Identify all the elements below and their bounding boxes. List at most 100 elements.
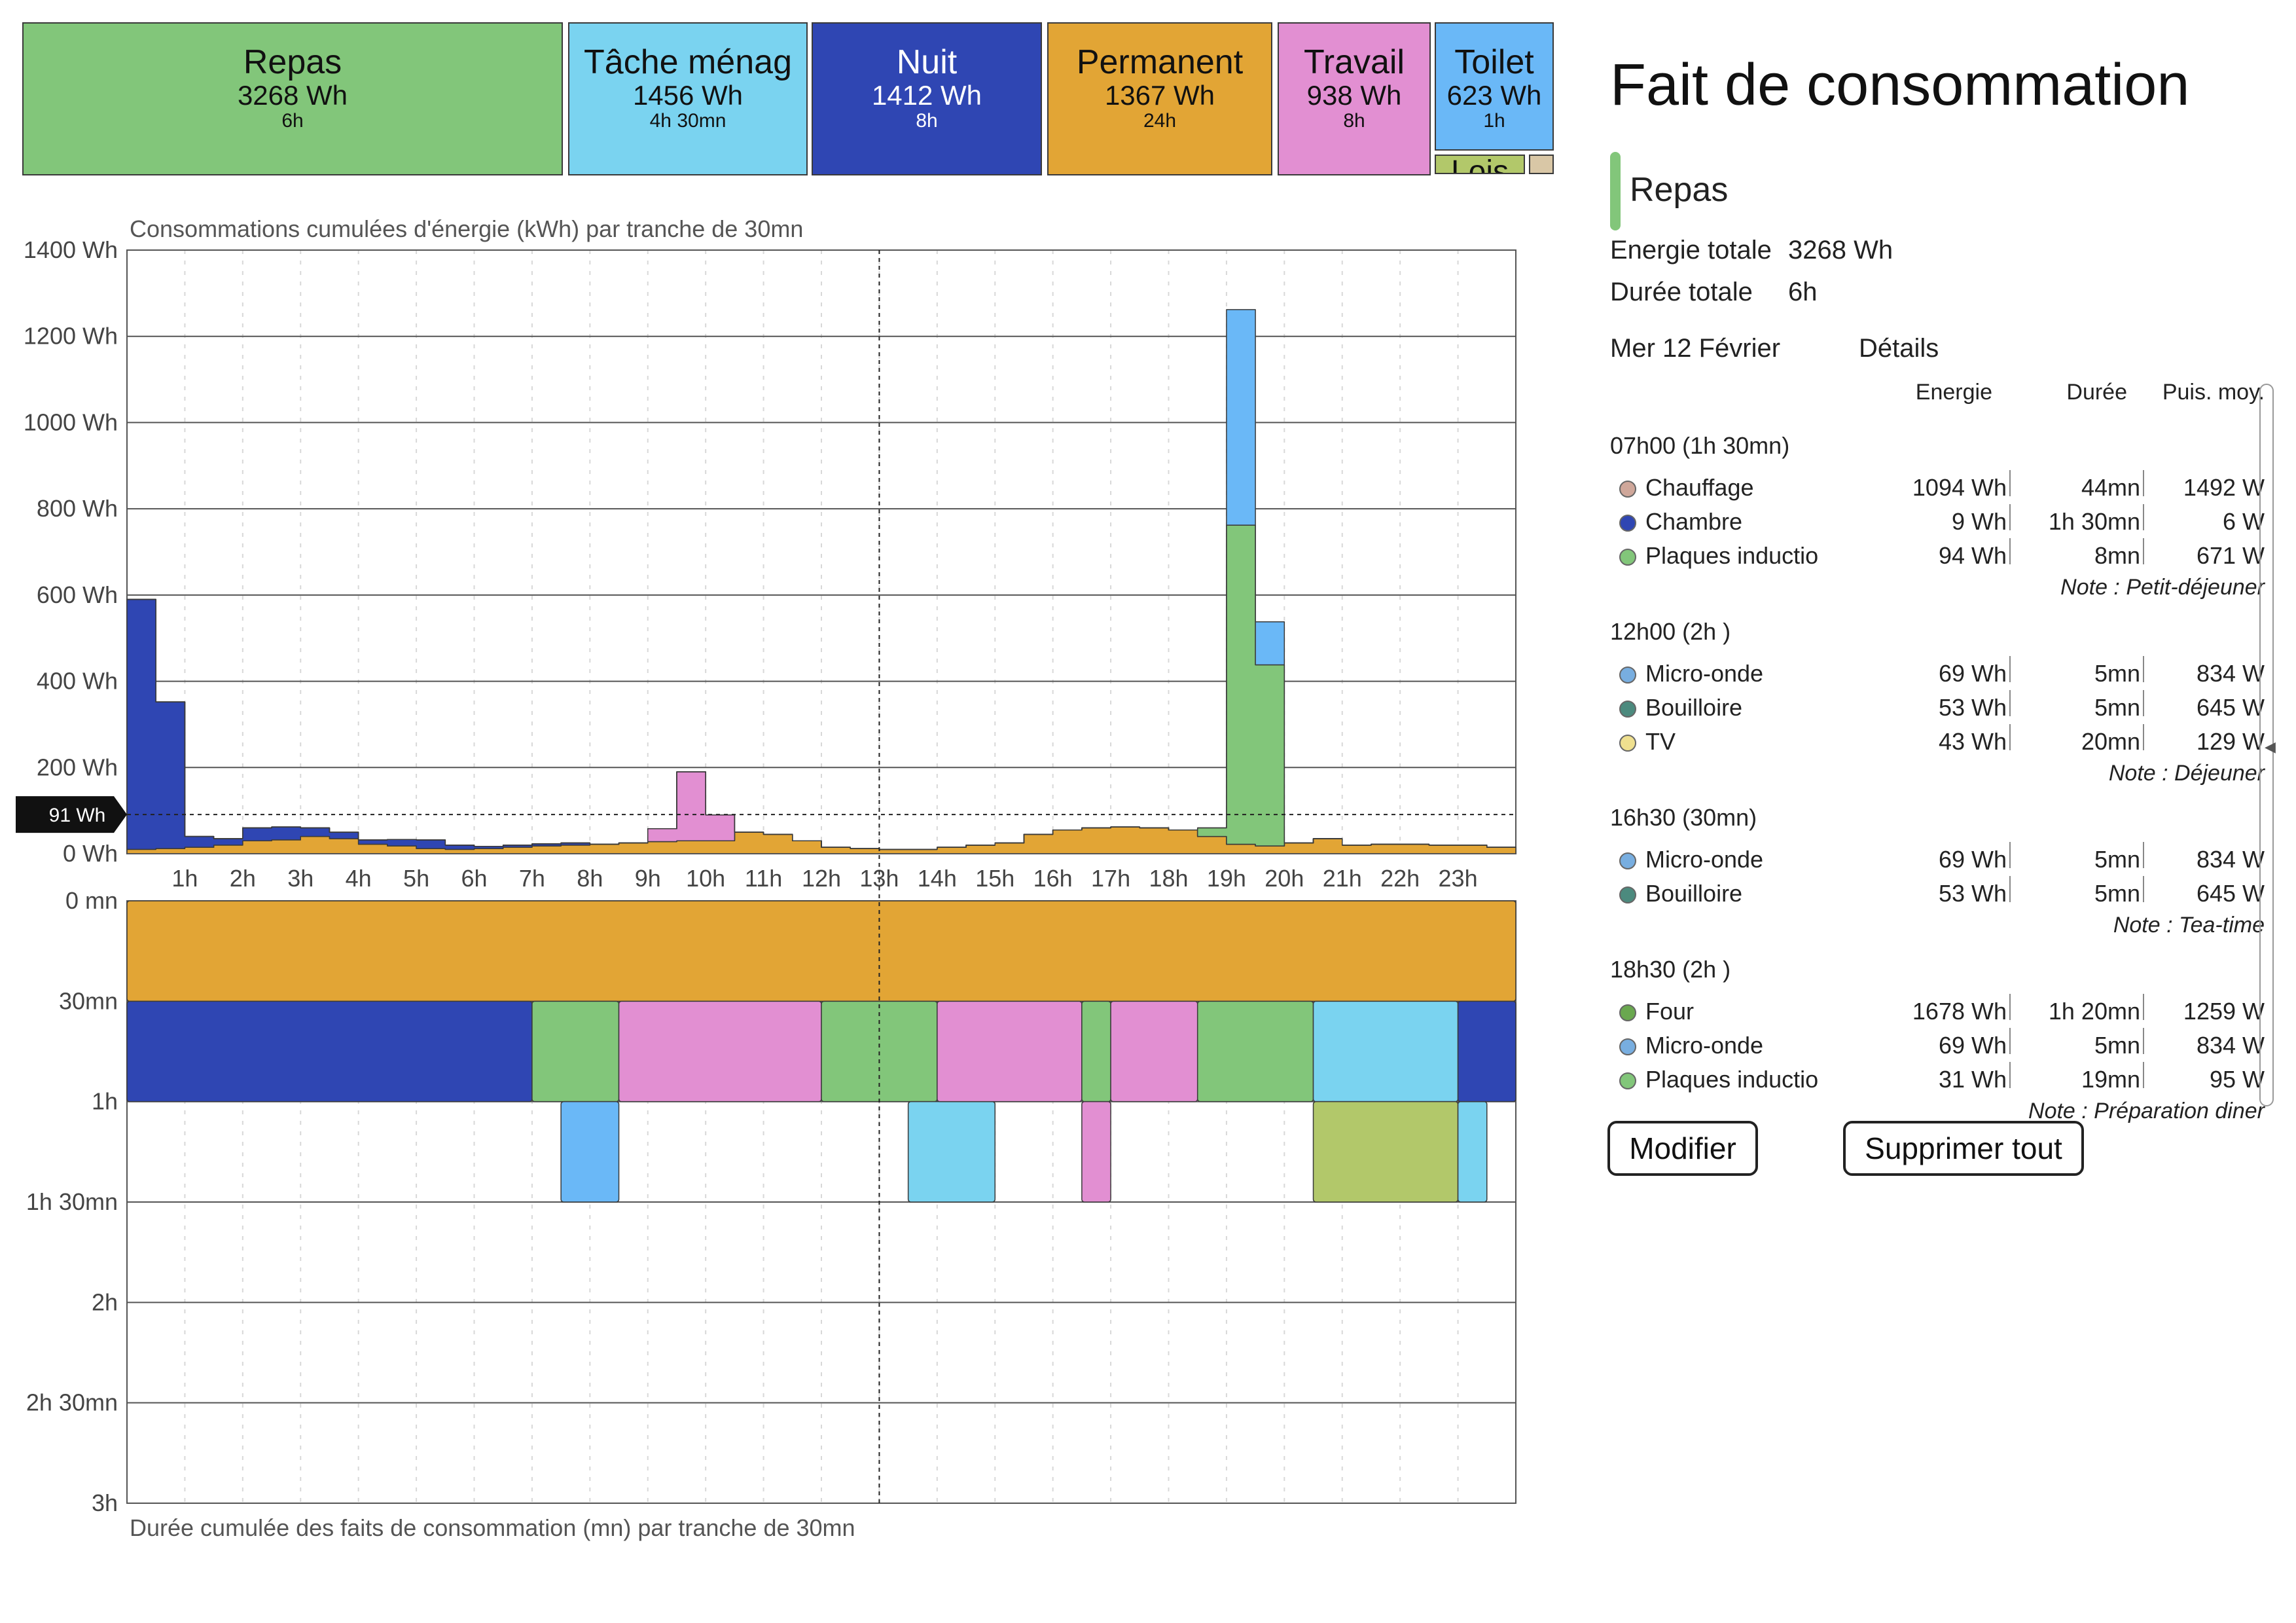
device-row[interactable]: TV 43 Wh 20mn 129 W bbox=[1610, 724, 2265, 762]
device-power: 645 W bbox=[2196, 694, 2265, 721]
energy-y-tick: 1000 Wh bbox=[24, 409, 118, 435]
device-row[interactable]: Micro-onde 69 Wh 5mn 834 W bbox=[1610, 842, 2265, 880]
treemap-tile-duration: 8h bbox=[1343, 110, 1365, 132]
column-separator bbox=[2009, 470, 2011, 496]
session-header: 12h00 (2h ) bbox=[1610, 618, 1731, 645]
treemap-tile-other[interactable] bbox=[1529, 155, 1554, 174]
delete-all-button[interactable]: Supprimer tout bbox=[1843, 1121, 2084, 1176]
device-energy: 43 Wh bbox=[1938, 728, 2007, 755]
energy-y-tick: 1200 Wh bbox=[24, 323, 118, 350]
treemap-tile-value: 1456 Wh bbox=[632, 80, 744, 111]
energy-x-tick: 9h bbox=[635, 865, 661, 892]
device-duration: 5mn bbox=[2094, 660, 2140, 687]
duration-block-nuit bbox=[1457, 1000, 1516, 1103]
session-note: Note : Préparation diner bbox=[2028, 1099, 2265, 1123]
energy-x-tick: 14h bbox=[918, 865, 957, 892]
duration-block-travail bbox=[937, 1000, 1083, 1103]
details-label: Détails bbox=[1859, 334, 1939, 363]
device-row[interactable]: Bouilloire 53 Wh 5mn 645 W bbox=[1610, 690, 2265, 728]
treemap-tile-value: 1367 Wh bbox=[1104, 80, 1215, 111]
treemap-tile-lois[interactable]: Lois bbox=[1435, 155, 1525, 174]
treemap-tile-tache-menag[interactable]: Tâche ménag 1456 Wh 4h 30mn bbox=[568, 22, 808, 175]
device-duration: 19mn bbox=[2081, 1066, 2140, 1093]
device-row[interactable]: Chauffage 1094 Wh 44mn 1492 W bbox=[1610, 470, 2265, 508]
device-row[interactable]: Micro-onde 69 Wh 5mn 834 W bbox=[1610, 1028, 2265, 1066]
column-separator bbox=[2143, 724, 2144, 750]
device-duration: 20mn bbox=[2081, 728, 2140, 755]
duration-y-tick: 0 mn bbox=[65, 887, 118, 914]
device-name: Micro-onde bbox=[1645, 660, 1764, 687]
treemap-tile-nuit[interactable]: Nuit 1412 Wh 8h bbox=[812, 22, 1042, 175]
treemap-tile-name: Nuit bbox=[896, 43, 958, 81]
energy-y-tick: 1400 Wh bbox=[24, 236, 118, 263]
detail-panel: Fait de consommation Repas Energie total… bbox=[1597, 39, 2278, 1283]
device-name: Plaques inductio bbox=[1645, 1066, 1819, 1093]
device-row[interactable]: Four 1678 Wh 1h 20mn 1259 W bbox=[1610, 994, 2265, 1032]
column-separator bbox=[2009, 504, 2011, 530]
col-energy-header: Energie bbox=[1915, 380, 1992, 405]
device-color-dot bbox=[1619, 701, 1636, 718]
duration-block-toilet bbox=[560, 1101, 620, 1203]
duration-y-tick: 2h 30mn bbox=[26, 1389, 118, 1416]
treemap-tile-name: Tâche ménag bbox=[584, 43, 792, 81]
device-power: 95 W bbox=[2209, 1066, 2265, 1093]
energy-x-tick: 22h bbox=[1380, 865, 1420, 892]
treemap-tile-travail[interactable]: Travail 938 Wh 8h bbox=[1278, 22, 1431, 175]
modify-button[interactable]: Modifier bbox=[1607, 1121, 1758, 1176]
device-row[interactable]: Chambre 9 Wh 1h 30mn 6 W bbox=[1610, 504, 2265, 542]
device-row[interactable]: Micro-onde 69 Wh 5mn 834 W bbox=[1610, 656, 2265, 694]
energy-plot-frame bbox=[126, 249, 1516, 854]
device-name: Micro-onde bbox=[1645, 846, 1764, 873]
device-power: 1259 W bbox=[2183, 998, 2265, 1025]
device-power: 6 W bbox=[2222, 508, 2265, 535]
device-energy: 69 Wh bbox=[1938, 846, 2007, 873]
marker-badge bbox=[16, 796, 127, 833]
panel-title: Fait de consommation bbox=[1610, 52, 2190, 118]
duration-block-repas bbox=[1081, 1000, 1111, 1103]
energy-y-tick: 200 Wh bbox=[37, 754, 118, 780]
duration-y-tick: 30mn bbox=[59, 987, 118, 1014]
device-energy: 69 Wh bbox=[1938, 1032, 2007, 1059]
treemap-tile-permanent[interactable]: Permanent 1367 Wh 24h bbox=[1047, 22, 1272, 175]
energy-chart: 0 Wh 200 Wh 400 Wh 600 Wh 800 Wh 1000 Wh 1200 … bbox=[16, 215, 1516, 892]
session-header: 18h30 (2h ) bbox=[1610, 956, 1731, 983]
device-power: 834 W bbox=[2196, 660, 2265, 687]
duration-block-permanent bbox=[126, 900, 1516, 1002]
treemap-tile-value: 3268 Wh bbox=[237, 80, 348, 111]
device-duration: 8mn bbox=[2094, 542, 2140, 569]
device-row[interactable]: Bouilloire 53 Wh 5mn 645 W bbox=[1610, 876, 2265, 914]
energy-y-tick: 400 Wh bbox=[37, 668, 118, 695]
energy-x-tick: 20h bbox=[1265, 865, 1304, 892]
device-energy: 31 Wh bbox=[1938, 1066, 2007, 1093]
scroll-left-arrow-icon[interactable]: ◀ bbox=[2265, 739, 2276, 755]
device-name: Micro-onde bbox=[1645, 1032, 1764, 1059]
duration-y-tick: 3h bbox=[92, 1489, 118, 1516]
treemap-tile-toilet[interactable]: Toilet 623 Wh 1h bbox=[1435, 22, 1554, 151]
treemap-tile-repas[interactable]: Repas 3268 Wh 6h bbox=[22, 22, 563, 175]
energy-x-tick: 10h bbox=[686, 865, 725, 892]
device-name: Bouilloire bbox=[1645, 880, 1743, 907]
col-duration-header: Durée bbox=[2066, 380, 2127, 405]
treemap-tile-name: Repas bbox=[243, 43, 342, 81]
device-row[interactable]: Plaques inductio 31 Wh 19mn 95 W bbox=[1610, 1062, 2265, 1100]
device-row[interactable]: Plaques inductio 94 Wh 8mn 671 W bbox=[1610, 538, 2265, 576]
column-separator bbox=[2009, 876, 2011, 902]
energy-y-tick: 0 Wh bbox=[63, 840, 118, 867]
energy-x-tick: 12h bbox=[802, 865, 841, 892]
column-separator bbox=[2143, 876, 2144, 902]
marker-label: 91 Wh bbox=[49, 805, 106, 826]
duration-block-repas bbox=[531, 1000, 620, 1103]
panel-scrollbar[interactable] bbox=[2259, 384, 2274, 1106]
device-color-dot bbox=[1619, 1038, 1636, 1055]
energy-x-tick: 7h bbox=[519, 865, 545, 892]
treemap-tile-name: Travail bbox=[1303, 43, 1405, 81]
duration-chart-title: Durée cumulée des faits de consommation … bbox=[130, 1514, 855, 1541]
column-separator bbox=[2009, 1062, 2011, 1088]
device-color-dot bbox=[1619, 1004, 1636, 1021]
energy-x-tick: 8h bbox=[577, 865, 603, 892]
treemap-tile-duration: 4h 30mn bbox=[649, 110, 726, 132]
column-separator bbox=[2143, 504, 2144, 530]
device-name: Plaques inductio bbox=[1645, 542, 1819, 569]
treemap-tile-name: Permanent bbox=[1076, 43, 1244, 81]
session-header: 16h30 (30mn) bbox=[1610, 804, 1757, 831]
